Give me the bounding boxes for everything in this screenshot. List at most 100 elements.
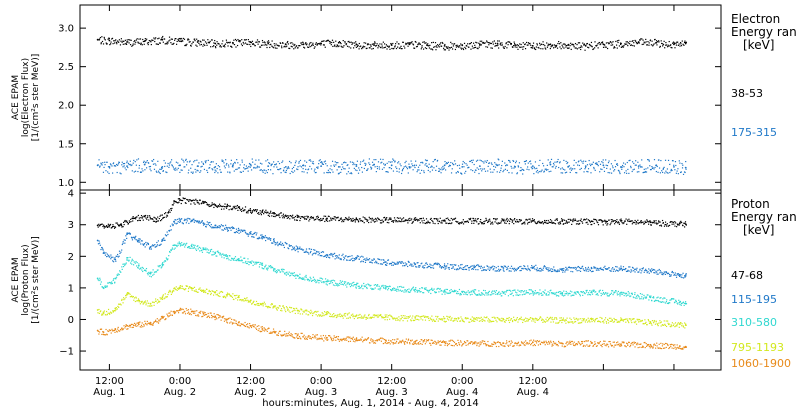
scatter-mark <box>484 269 486 271</box>
scatter-mark <box>385 44 387 46</box>
scatter-mark <box>634 293 636 296</box>
scatter-mark <box>546 268 548 270</box>
scatter-mark <box>109 256 111 258</box>
scatter-mark <box>359 163 361 165</box>
scatter-mark <box>328 256 330 259</box>
scatter-mark <box>137 220 139 222</box>
scatter-mark <box>512 295 514 297</box>
scatter-mark <box>614 223 616 225</box>
scatter-mark <box>348 40 350 43</box>
scatter-mark <box>123 221 125 224</box>
scatter-mark <box>493 40 495 42</box>
scatter-mark <box>175 200 177 203</box>
scatter-mark <box>126 220 128 222</box>
scatter-mark <box>579 220 582 222</box>
scatter-mark <box>645 221 647 223</box>
scatter-mark <box>393 220 395 222</box>
scatter-mark <box>201 202 203 204</box>
scatter-mark <box>371 167 373 169</box>
scatter-mark <box>250 231 252 233</box>
scatter-mark <box>556 270 558 272</box>
data-point <box>443 164 446 167</box>
scatter-mark <box>247 233 249 235</box>
scatter-mark <box>547 291 549 293</box>
scatter-mark <box>520 219 522 222</box>
scatter-mark <box>399 289 402 291</box>
scatter-mark <box>571 294 573 296</box>
scatter-mark <box>507 159 510 162</box>
scatter-mark <box>562 46 564 48</box>
scatter-mark <box>417 262 419 264</box>
scatter-mark <box>558 290 560 293</box>
scatter-mark <box>526 168 528 170</box>
scatter-mark <box>123 165 125 167</box>
scatter-mark <box>236 231 238 233</box>
scatter-mark <box>257 212 259 215</box>
scatter-mark <box>168 290 170 292</box>
scatter-mark <box>226 203 228 205</box>
scatter-mark <box>347 282 349 284</box>
scatter-mark <box>519 220 521 222</box>
scatter-mark <box>135 260 137 263</box>
scatter-mark <box>536 44 538 46</box>
scatter-mark <box>655 170 657 173</box>
scatter-mark <box>298 215 300 217</box>
scatter-mark <box>456 221 458 223</box>
scatter-mark <box>404 262 406 264</box>
scatter-mark <box>125 263 127 265</box>
scatter-mark <box>528 43 530 45</box>
scatter-mark <box>591 290 593 292</box>
scatter-mark <box>680 43 682 45</box>
scatter-mark <box>328 171 330 173</box>
scatter-mark <box>503 222 506 224</box>
scatter-mark <box>630 271 632 273</box>
scatter-mark <box>515 294 517 296</box>
scatter-mark <box>524 43 526 46</box>
data-point <box>302 43 305 46</box>
scatter-mark <box>151 305 153 307</box>
scatter-mark <box>487 291 490 293</box>
scatter-mark <box>496 45 498 47</box>
data-point <box>684 274 687 277</box>
scatter-mark <box>420 218 422 220</box>
scatter-mark <box>433 288 435 290</box>
scatter-mark <box>177 287 179 290</box>
scatter-mark <box>194 40 196 42</box>
scatter-mark <box>188 169 190 171</box>
scatter-mark <box>328 215 330 218</box>
scatter-mark <box>369 47 371 49</box>
data-point <box>273 240 275 243</box>
scatter-mark <box>237 258 239 261</box>
scatter-mark <box>286 168 288 170</box>
scatter-mark <box>324 281 326 283</box>
scatter-mark <box>103 166 105 169</box>
scatter-mark <box>444 220 446 222</box>
scatter-mark <box>316 279 319 281</box>
scatter-mark <box>468 269 470 271</box>
scatter-mark <box>677 44 679 47</box>
scatter-mark <box>531 45 533 47</box>
scatter-mark <box>292 43 294 45</box>
scatter-mark <box>321 255 323 257</box>
scatter-mark <box>154 246 156 248</box>
scatter-mark <box>444 160 446 163</box>
scatter-mark <box>648 299 650 301</box>
scatter-mark <box>562 168 565 170</box>
scatter-mark <box>100 43 102 45</box>
scatter-mark <box>286 243 288 245</box>
scatter-mark <box>357 44 359 47</box>
scatter-mark <box>200 166 202 168</box>
scatter-mark <box>658 300 660 303</box>
scatter-mark <box>678 299 680 301</box>
scatter-mark <box>436 44 439 46</box>
proton-ytick-label: 2 <box>68 252 74 263</box>
scatter-mark <box>620 291 622 293</box>
scatter-mark <box>121 161 123 163</box>
scatter-mark <box>137 241 139 243</box>
scatter-mark <box>423 171 425 174</box>
scatter-mark <box>549 269 551 271</box>
scatter-mark <box>617 221 620 223</box>
scatter-mark <box>635 268 637 270</box>
scatter-mark <box>134 236 136 239</box>
scatter-mark <box>661 42 663 45</box>
